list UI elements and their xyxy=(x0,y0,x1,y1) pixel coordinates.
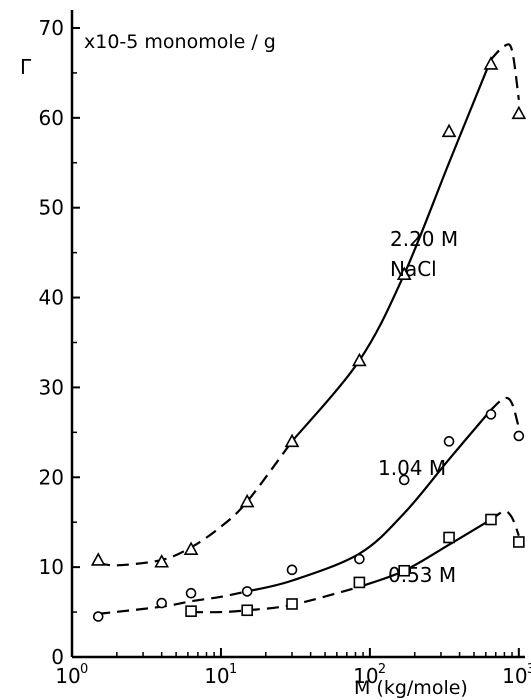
series-1-curve xyxy=(246,409,492,593)
x-tick-exponent: 0 xyxy=(80,662,88,677)
series-0-point xyxy=(90,552,106,566)
series-2-point xyxy=(353,576,366,589)
y-tick-label: 10 xyxy=(39,555,64,579)
series-1-point xyxy=(286,564,298,576)
y-tick-label: 20 xyxy=(39,465,64,489)
series-1-point xyxy=(485,409,497,420)
y-axis-label: Γ xyxy=(20,55,32,79)
series-0-point xyxy=(441,123,457,138)
series-1-point xyxy=(92,611,104,622)
x-tick-exponent: 1 xyxy=(229,662,237,677)
series-1-curve-dashed-high xyxy=(490,396,520,429)
y-tick-label: 70 xyxy=(39,16,64,40)
x-tick-exponent: 3 xyxy=(527,662,531,677)
y-unit-label: x10-5 monomole / g xyxy=(84,31,276,53)
x-tick-label: 10 xyxy=(55,664,80,688)
series-2-point xyxy=(185,605,197,617)
curves xyxy=(98,43,520,615)
x-tick-label: 10 xyxy=(204,664,229,688)
series-1-point xyxy=(156,597,167,609)
series-0-point xyxy=(511,105,527,120)
series-label-0-53: 0.53 M xyxy=(388,563,456,587)
series-0-point xyxy=(483,56,499,70)
series-2-point xyxy=(398,564,411,577)
series-label-2-20-line1: 2.20 M xyxy=(390,227,458,251)
y-tick-label: 40 xyxy=(39,286,64,310)
series-0-curve-dashed-high xyxy=(490,43,520,101)
x-axis-label: M (kg/mole) xyxy=(354,677,468,699)
series-1-point xyxy=(185,587,197,599)
series-0-point xyxy=(183,541,199,555)
series-2-point xyxy=(241,604,253,617)
x-tick-label: 10 xyxy=(353,664,378,688)
series-2-point xyxy=(443,531,455,544)
x-tick-exponent: 2 xyxy=(378,662,386,677)
x-tick-label: 10 xyxy=(502,664,527,688)
series-1-point xyxy=(354,553,365,565)
series-1-point xyxy=(241,586,253,597)
series-2-curve-dashed-low xyxy=(191,585,360,614)
series-0-point xyxy=(239,493,255,508)
y-tick-label: 0 xyxy=(51,645,64,669)
y-ticks: 0 10 20 30 40 50 60 70 xyxy=(39,16,80,669)
series-0-point xyxy=(396,266,412,280)
series-2-curve-dashed-high xyxy=(490,510,520,537)
series-label-1-04: 1.04 M xyxy=(378,456,446,480)
x-ticks: 10 0 10 1 10 2 10 3 xyxy=(55,648,531,688)
series-2-curve xyxy=(359,518,492,588)
series-1-point xyxy=(513,430,525,442)
series-2-point xyxy=(485,513,497,526)
y-tick-label: 50 xyxy=(39,196,64,220)
y-tick-label: 30 xyxy=(39,375,64,399)
series-label-2-20-line2: NaCl xyxy=(390,257,437,281)
series-2-point xyxy=(286,598,298,610)
series-0-point xyxy=(352,352,367,367)
series-0-curve-dashed-low xyxy=(98,440,293,567)
series-1-curve-dashed-low xyxy=(98,590,248,615)
markers xyxy=(90,56,527,622)
series-1-point xyxy=(398,474,410,486)
series-0-point xyxy=(284,433,300,448)
series-0-point xyxy=(154,554,170,568)
series-label-2-20: 2.20 M NaCl xyxy=(390,227,458,281)
series-2-point xyxy=(513,536,525,548)
series-1-point xyxy=(443,436,455,447)
y-tick-label: 60 xyxy=(39,106,64,130)
